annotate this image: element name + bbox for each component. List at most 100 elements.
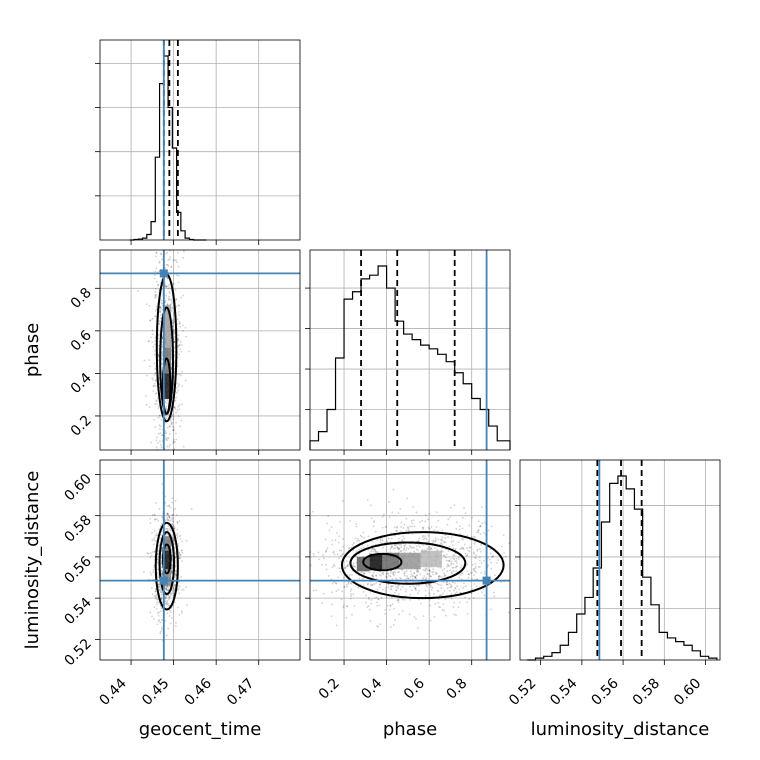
sample-point (167, 259, 170, 261)
sample-point (405, 547, 408, 549)
sample-point (175, 396, 177, 399)
geo-phase-frame (99, 249, 301, 451)
sample-point (343, 586, 346, 589)
sample-point (416, 574, 419, 576)
sample-point (415, 584, 418, 587)
sample-point (172, 513, 175, 516)
sample-point (154, 336, 157, 339)
sample-point (414, 576, 417, 578)
sample-point (181, 403, 184, 406)
sample-point (378, 586, 381, 589)
phase-xtick-label: 0.2 (316, 676, 343, 703)
sample-point (165, 405, 168, 408)
sample-point (476, 531, 478, 533)
sample-point (440, 576, 443, 579)
sample-point (158, 428, 161, 431)
sample-point (333, 553, 336, 556)
sample-point (155, 608, 158, 610)
sample-point (366, 544, 369, 547)
sample-point (413, 585, 415, 588)
sample-point (154, 270, 157, 273)
sample-point (160, 522, 163, 525)
dist-hist-grid (540, 460, 706, 660)
sample-point (363, 537, 365, 539)
sample-point (443, 575, 445, 578)
sample-point (161, 572, 164, 575)
sample-point (396, 587, 399, 590)
sample-point (160, 628, 163, 631)
sample-point (177, 587, 180, 590)
sample-point (443, 541, 446, 544)
sample-point (442, 581, 445, 584)
sample-point (168, 445, 171, 448)
sample-point (161, 546, 164, 549)
sample-point (467, 573, 470, 576)
sample-point (473, 570, 476, 573)
sample-point (384, 589, 387, 591)
sample-point (463, 582, 465, 585)
sample-point (446, 587, 449, 589)
sample-point (338, 535, 341, 538)
sample-point (459, 591, 462, 594)
sample-point (154, 340, 157, 342)
sample-point (164, 430, 167, 433)
sample-point (178, 520, 181, 523)
phase-histogram (309, 265, 511, 450)
sample-point (426, 548, 429, 550)
sample-point (166, 513, 169, 516)
sample-point (154, 514, 156, 517)
sample-point (446, 583, 449, 586)
sample-point (455, 565, 458, 568)
luminosity_distance-ytick-label: 0.58 (61, 512, 94, 545)
sample-point (462, 586, 465, 589)
sample-point (410, 519, 413, 522)
dist-hist-hgrid (520, 505, 720, 609)
density-block (369, 553, 383, 571)
sample-point (149, 611, 152, 614)
sample-point (372, 571, 375, 574)
sample-point (372, 550, 375, 553)
sample-point (171, 319, 174, 322)
sample-point (413, 550, 416, 553)
sample-point (428, 592, 431, 595)
sample-point (168, 258, 171, 261)
sample-point (160, 596, 163, 599)
sample-point (166, 603, 169, 606)
sample-point (452, 554, 455, 557)
sample-point (337, 576, 340, 579)
sample-point (417, 570, 420, 572)
sample-point (180, 611, 183, 614)
sample-point (167, 519, 170, 522)
sample-point (176, 382, 178, 385)
sample-point (175, 305, 178, 308)
sample-point (165, 602, 168, 605)
sample-point (391, 603, 394, 606)
sample-point (331, 543, 334, 546)
luminosity_distance-histogram (527, 475, 718, 661)
sample-point (334, 539, 337, 541)
sample-point (342, 500, 344, 502)
sample-point (466, 554, 469, 557)
sample-point (487, 556, 489, 559)
sample-point (490, 556, 493, 559)
sample-point (435, 525, 438, 528)
sample-point (173, 406, 175, 409)
sample-point (330, 615, 333, 618)
sample-point (175, 391, 178, 394)
sample-point (157, 334, 160, 337)
sample-point (403, 523, 406, 526)
sample-point (426, 573, 429, 576)
geo-phase-truth-marker (159, 269, 168, 278)
sample-point (374, 597, 377, 599)
sample-point (167, 512, 170, 515)
sample-point (411, 522, 414, 525)
sample-point (166, 612, 169, 615)
sample-point (478, 559, 481, 562)
sample-point (424, 535, 427, 538)
sample-point (173, 527, 176, 530)
sample-point (464, 585, 467, 588)
sample-point (164, 301, 167, 303)
sample-point (156, 572, 159, 574)
sample-point (397, 547, 399, 550)
sample-point (161, 566, 163, 569)
